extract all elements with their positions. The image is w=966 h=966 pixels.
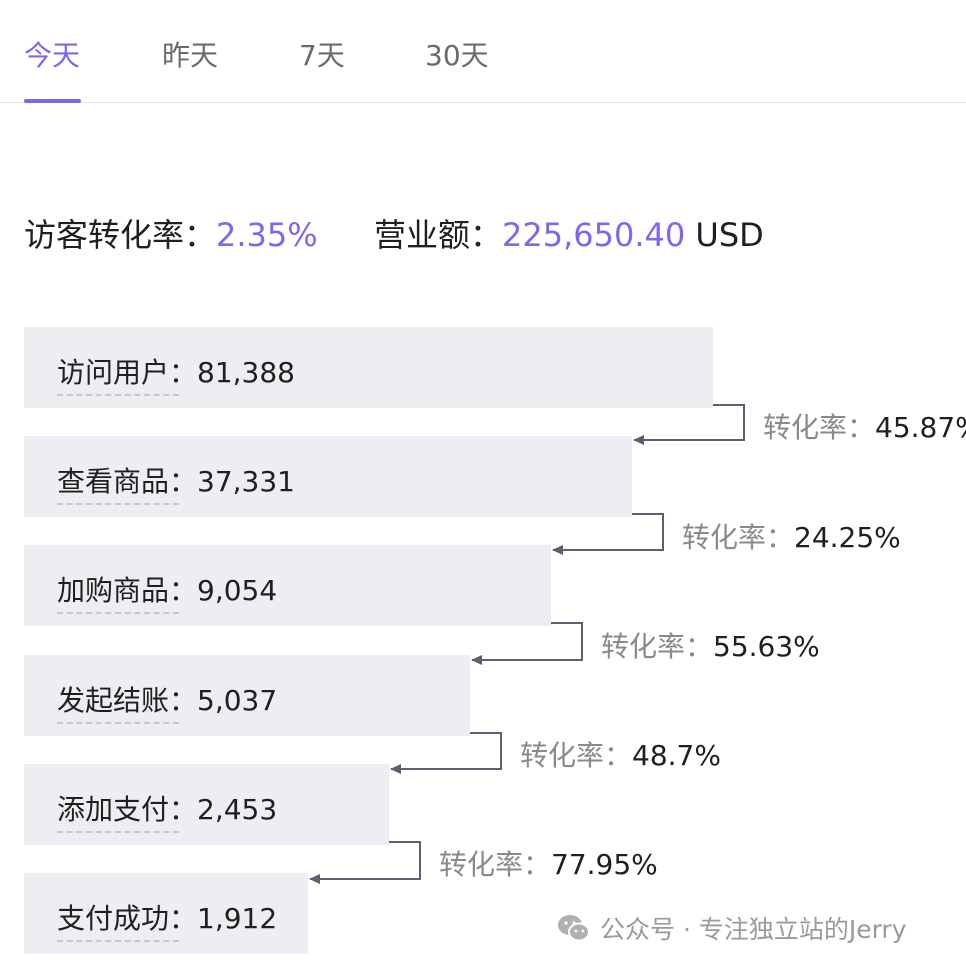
funnel-step-value: 5,037: [197, 684, 278, 717]
funnel-step-value: 1,912: [197, 902, 278, 935]
connector-arrow-3: [471, 622, 583, 665]
conversion-rate-4: 转化率：48.7%: [520, 734, 721, 774]
tab-yesterday[interactable]: 昨天: [162, 39, 219, 72]
conversion-label: 访客转化率：: [24, 216, 217, 254]
conversion-summary: 访客转化率：2.35%: [24, 210, 318, 256]
dashed-underline: [57, 722, 179, 724]
funnel-step-add-payment: 添加支付：2,453: [24, 764, 389, 845]
wechat-icon: [558, 915, 590, 942]
funnel-step-view-product-text[interactable]: 查看商品：37,331: [57, 460, 295, 500]
funnel-step-payment-success-text[interactable]: 支付成功：1,912: [57, 897, 277, 937]
funnel-step-visitors-text[interactable]: 访问用户：81,388: [57, 351, 295, 391]
connector-arrow-4: [390, 732, 502, 774]
rate-label: 转化率：: [439, 848, 552, 881]
dashed-underline: [57, 612, 179, 614]
period-tabs: 今天 昨天 7天 30天: [0, 0, 966, 103]
rate-value: 48.7%: [632, 739, 721, 772]
rate-label: 转化率：: [763, 411, 876, 444]
connector-arrow-2: [552, 513, 664, 555]
conversion-rate-3: 转化率：55.63%: [601, 625, 820, 665]
funnel-step-label: 查看商品：: [57, 465, 198, 498]
rate-value: 55.63%: [713, 630, 820, 663]
funnel-step-value: 81,388: [197, 356, 295, 389]
funnel-step-payment-success: 支付成功：1,912: [24, 873, 308, 954]
funnel-step-add-payment-text[interactable]: 添加支付：2,453: [57, 788, 277, 828]
conversion-rate-5: 转化率：77.95%: [439, 843, 658, 883]
funnel-step-label: 访问用户：: [57, 356, 198, 389]
funnel-step-value: 2,453: [197, 793, 278, 826]
dashed-underline: [57, 940, 179, 942]
rate-label: 转化率：: [520, 739, 633, 772]
rate-value: 24.25%: [794, 521, 901, 554]
rate-value: 77.95%: [551, 848, 658, 881]
connector-arrow-5: [309, 841, 421, 884]
conversion-value: 2.35%: [216, 216, 318, 254]
watermark-text: 公众号 · 专注独立站的Jerry: [600, 915, 907, 944]
funnel-step-add-to-cart-text[interactable]: 加购商品：9,054: [57, 569, 277, 609]
revenue-summary: 营业额：225,650.40 USD: [374, 210, 764, 256]
tab-7-days[interactable]: 7天: [299, 39, 345, 72]
active-tab-indicator: [24, 99, 81, 103]
connector-arrow-1: [633, 404, 745, 445]
conversion-rate-1: 转化率：45.87%: [763, 406, 966, 446]
funnel-step-label: 发起结账：: [57, 684, 198, 717]
funnel-step-value: 37,331: [197, 465, 295, 498]
revenue-currency: USD: [695, 216, 764, 254]
funnel-step-label: 添加支付：: [57, 793, 198, 826]
revenue-value: 225,650.40: [502, 216, 686, 254]
funnel-step-value: 9,054: [197, 574, 278, 607]
dashed-underline: [57, 503, 179, 505]
watermark: 公众号 · 专注独立站的Jerry: [556, 910, 907, 946]
funnel-step-label: 加购商品：: [57, 574, 198, 607]
tab-today[interactable]: 今天: [24, 39, 81, 72]
tab-30-days[interactable]: 30天: [425, 39, 489, 72]
rate-label: 转化率：: [601, 630, 714, 663]
dashed-underline: [57, 394, 179, 396]
rate-label: 转化率：: [682, 521, 795, 554]
conversion-rate-2: 转化率：24.25%: [682, 516, 901, 556]
dashed-underline: [57, 831, 179, 833]
funnel-step-label: 支付成功：: [57, 902, 198, 935]
revenue-label: 营业额：: [374, 216, 503, 254]
funnel-step-view-product: 查看商品：37,331: [24, 436, 632, 517]
funnel-step-checkout: 发起结账：5,037: [24, 655, 470, 736]
funnel-step-add-to-cart: 加购商品：9,054: [24, 545, 551, 626]
rate-value: 45.87%: [875, 411, 966, 444]
funnel-step-visitors: 访问用户：81,388: [24, 327, 713, 408]
funnel-step-checkout-text[interactable]: 发起结账：5,037: [57, 679, 277, 719]
